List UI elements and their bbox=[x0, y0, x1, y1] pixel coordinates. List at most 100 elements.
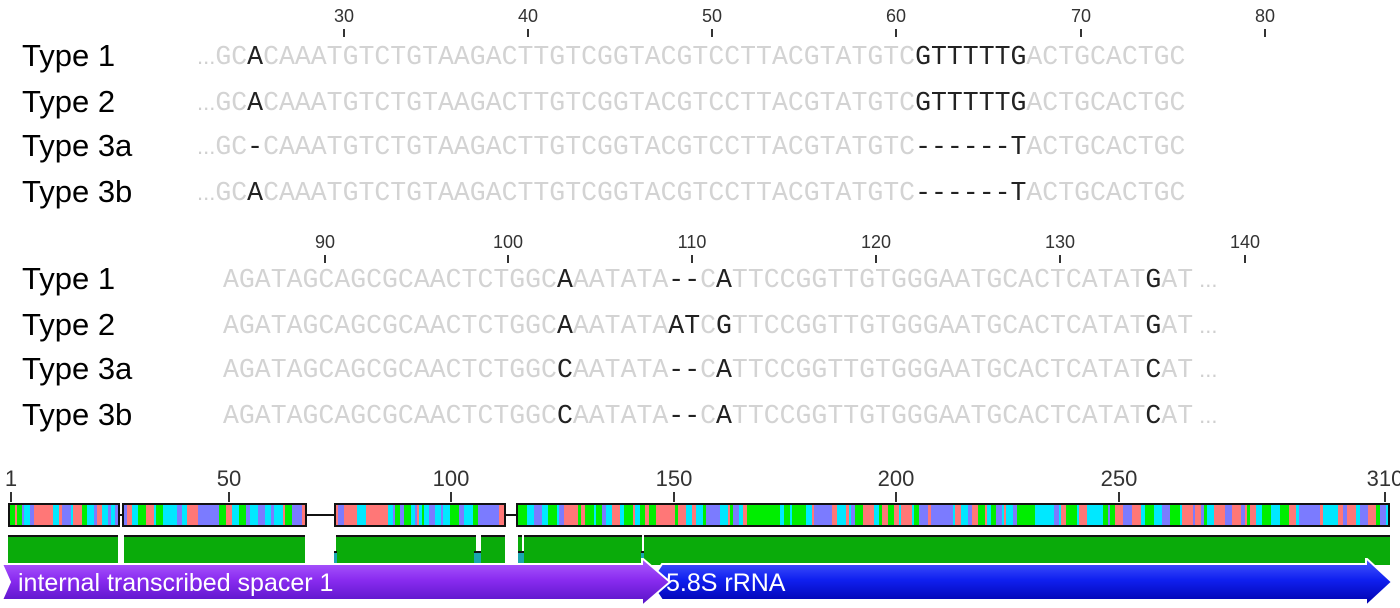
overview-tick-mark bbox=[450, 492, 452, 502]
variant-site: -- bbox=[668, 355, 701, 385]
ruler-tick-label: 30 bbox=[333, 6, 355, 26]
seq-segment: GC bbox=[215, 178, 248, 208]
seq-segment: C bbox=[700, 311, 717, 341]
conservation-bar bbox=[644, 535, 1390, 565]
sequence-name-label: Type 3b bbox=[22, 174, 133, 209]
seq-segment: AT bbox=[1161, 401, 1194, 431]
variant-site: ------T bbox=[915, 178, 1027, 208]
overview-tick-mark bbox=[1118, 492, 1120, 502]
conservation-bar bbox=[124, 535, 305, 565]
ruler-tick-label: 120 bbox=[860, 232, 892, 252]
seq-segment: AGATAGCAGCGCAACTCTGGC bbox=[223, 355, 557, 385]
ruler-tick-mark bbox=[875, 255, 877, 263]
seq-segment: AT bbox=[1161, 311, 1194, 341]
variation-mark bbox=[334, 551, 337, 567]
overview-tick-mark bbox=[228, 492, 230, 502]
conservation-bar bbox=[518, 535, 522, 565]
ellipsis-right: ... bbox=[1199, 403, 1218, 428]
seq-segment: AGATAGCAGCGCAACTCTGGC bbox=[223, 311, 557, 341]
ruler-tick-label: 110 bbox=[677, 232, 707, 252]
sequence-name-label: Type 3b bbox=[22, 397, 133, 432]
variant-site: A bbox=[247, 178, 264, 208]
sequence-row[interactable]: AGATAGCAGCGCAACTCTGGCAAATATA--CATTCCGGTT… bbox=[223, 267, 1217, 294]
overview-tick-label: 310 bbox=[1366, 466, 1400, 491]
variant-site: A bbox=[247, 42, 264, 72]
ellipsis-left: ... bbox=[197, 134, 216, 159]
ruler-tick-mark bbox=[711, 29, 713, 37]
ruler-tick-mark bbox=[324, 255, 326, 263]
variant-site: - bbox=[247, 132, 264, 162]
variation-mark bbox=[518, 551, 524, 567]
seq-segment: ACTGCACTGC bbox=[1026, 42, 1186, 72]
seq-segment: TTCCGGTTGTGGGAATGCACTCATAT bbox=[731, 355, 1146, 385]
seq-segment: CAAATGTCTGTAAGACTTGTCGGTACGTCCTTACGTATGT… bbox=[263, 42, 916, 72]
sequence-name-label: Type 2 bbox=[22, 84, 116, 119]
overview-tick-mark bbox=[1384, 492, 1386, 502]
sequence-row[interactable]: AGATAGCAGCGCAACTCTGGCCAATATA--CATTCCGGTT… bbox=[223, 403, 1217, 430]
conservation-bar bbox=[336, 535, 476, 565]
feature-arrow-5-8s-rrna[interactable]: 5.8S rRNA bbox=[648, 558, 1394, 608]
variant-site: C bbox=[556, 355, 573, 385]
feature-arrow-its1[interactable]: internal transcribed spacer 1 bbox=[0, 558, 672, 608]
conservation-bar bbox=[481, 535, 505, 565]
seq-segment: GC bbox=[215, 132, 248, 162]
sequence-name-label: Type 1 bbox=[22, 38, 116, 73]
seq-segment: AATATA bbox=[572, 401, 669, 431]
variant-site: G bbox=[1145, 265, 1162, 295]
sequence-name-label: Type 3a bbox=[22, 351, 133, 386]
seq-segment: AATATA bbox=[572, 311, 669, 341]
variant-site: A bbox=[247, 88, 264, 118]
sequence-block bbox=[334, 503, 506, 527]
ruler-tick-label: 60 bbox=[885, 6, 907, 26]
ruler-tick-mark bbox=[343, 29, 345, 37]
feature-label-its1: internal transcribed spacer 1 bbox=[18, 569, 333, 597]
ellipsis-right: ... bbox=[1199, 313, 1218, 338]
sequence-row[interactable]: ...GCACAAATGTCTGTAAGACTTGTCGGTACGTCCTTAC… bbox=[197, 44, 1185, 71]
seq-segment: ACTGCACTGC bbox=[1026, 178, 1186, 208]
seq-segment: GC bbox=[215, 88, 248, 118]
gap-connector bbox=[120, 514, 123, 516]
ruler-tick-mark bbox=[507, 255, 509, 263]
sequence-row[interactable]: ...GCACAAATGTCTGTAAGACTTGTCGGTACGTCCTTAC… bbox=[197, 90, 1185, 117]
variant-site: C bbox=[1145, 401, 1162, 431]
seq-segment: AGATAGCAGCGCAACTCTGGC bbox=[223, 401, 557, 431]
ruler-tick-label: 100 bbox=[492, 232, 524, 252]
seq-segment: CAAATGTCTGTAAGACTTGTCGGTACGTCCTTACGTATGT… bbox=[263, 88, 916, 118]
variant-site: G bbox=[716, 311, 732, 341]
ellipsis-left: ... bbox=[197, 44, 216, 69]
seq-segment: C bbox=[700, 401, 717, 431]
sequence-row[interactable]: AGATAGCAGCGCAACTCTGGCAAATATAATCGTTCCGGTT… bbox=[223, 313, 1217, 340]
sequence-name-label: Type 3a bbox=[22, 128, 133, 163]
ellipsis-right: ... bbox=[1199, 267, 1218, 292]
sequence-row[interactable]: ...GCACAAATGTCTGTAAGACTTGTCGGTACGTCCTTAC… bbox=[197, 180, 1185, 207]
sequence-row[interactable]: ...GC-CAAATGTCTGTAAGACTTGTCGGTACGTCCTTAC… bbox=[197, 134, 1185, 161]
sequence-row[interactable]: AGATAGCAGCGCAACTCTGGCCAATATA--CATTCCGGTT… bbox=[223, 357, 1217, 384]
gap-connector bbox=[307, 514, 334, 516]
sequence-block bbox=[8, 503, 120, 527]
ellipsis-left: ... bbox=[197, 90, 216, 115]
ruler-tick-label: 50 bbox=[701, 6, 723, 26]
overview-tick-mark bbox=[895, 492, 897, 502]
seq-segment: AGATAGCAGCGCAACTCTGGC bbox=[223, 265, 557, 295]
variant-site: C bbox=[1145, 355, 1162, 385]
overview-tick-label: 50 bbox=[216, 466, 242, 491]
ruler-tick-label: 80 bbox=[1254, 6, 1276, 26]
ruler-tick-label: 40 bbox=[517, 6, 539, 26]
overview-tick-label: 250 bbox=[1100, 466, 1138, 491]
ruler-tick-label: 130 bbox=[1044, 232, 1076, 252]
sequence-name-label: Type 2 bbox=[22, 307, 116, 342]
overview-tick-label: 200 bbox=[877, 466, 915, 491]
seq-segment: TTCCGGTTGTGGGAATGCACTCATAT bbox=[731, 311, 1146, 341]
variant-site: A bbox=[716, 265, 732, 295]
overview-tick-label: 150 bbox=[655, 466, 693, 491]
ruler-tick-label: 90 bbox=[314, 232, 336, 252]
variant-site: -- bbox=[668, 265, 701, 295]
variant-site: ------T bbox=[915, 132, 1027, 162]
ellipsis-right: ... bbox=[1199, 357, 1218, 382]
overview-tick-label: 1 bbox=[4, 466, 18, 491]
conservation-bar bbox=[8, 535, 118, 565]
feature-label-5-8s-rrna: 5.8S rRNA bbox=[666, 569, 786, 597]
seq-segment: C bbox=[700, 265, 717, 295]
ruler-tick-label: 70 bbox=[1070, 6, 1092, 26]
variant-site: GTTTTTG bbox=[915, 42, 1027, 72]
